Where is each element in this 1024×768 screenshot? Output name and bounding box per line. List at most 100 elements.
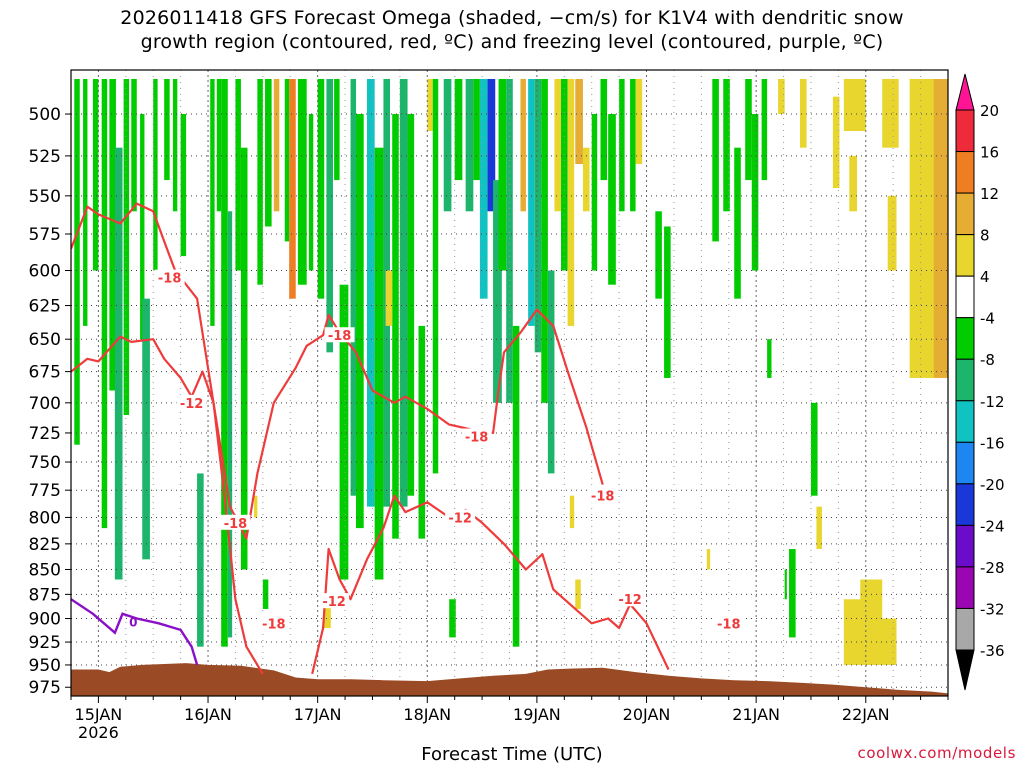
omega-cell — [131, 78, 137, 212]
x-tick-label: 20JAN — [623, 705, 671, 724]
contour-label: -12 — [322, 595, 346, 610]
omega-cell — [567, 78, 575, 326]
x-tick-label: 19JAN — [513, 705, 561, 724]
colorbar-label: -4 — [980, 310, 995, 328]
y-tick-label: 575 — [29, 225, 61, 245]
omega-cell — [723, 78, 730, 212]
omega-cell — [180, 114, 187, 257]
omega-cell — [334, 78, 340, 181]
omega-cell — [109, 78, 116, 391]
colorbar-label: 4 — [980, 268, 990, 286]
omega-cell — [473, 78, 480, 181]
colorbar-swatch — [955, 192, 975, 236]
y-tick-label: 925 — [29, 633, 61, 653]
colorbar-label: -20 — [980, 476, 1005, 494]
omega-cell — [356, 114, 364, 529]
colorbar-label: -16 — [980, 434, 1005, 452]
omega-cell — [512, 325, 520, 647]
omega-cell — [432, 78, 439, 474]
colorbar-swatch — [955, 151, 975, 194]
contour-label-bg — [176, 394, 207, 410]
omega-cell — [882, 78, 899, 148]
y-tick-label: 775 — [29, 481, 61, 501]
omega-cell — [561, 78, 568, 271]
colorbar-swatch — [955, 524, 975, 568]
colorbar-swatch — [955, 566, 975, 609]
y-tick-label: 725 — [29, 424, 61, 444]
omega-shading — [74, 78, 948, 665]
colorbar-label: 12 — [980, 185, 999, 203]
contour-label-bg — [445, 509, 476, 525]
y-tick-label: 875 — [29, 585, 61, 605]
y-tick-label: 900 — [29, 610, 61, 630]
omega-cell — [706, 549, 711, 570]
omega-cell — [933, 78, 948, 378]
contour-line-2 — [311, 494, 670, 675]
omega-cell — [608, 114, 616, 285]
colorbar-label: -8 — [980, 351, 995, 369]
contour-label: -18 — [717, 617, 741, 632]
colorbar-label: 8 — [980, 227, 990, 245]
omega-cell — [591, 114, 598, 271]
contour-label-bg — [587, 487, 618, 503]
omega-cell — [789, 549, 796, 638]
omega-cell — [506, 78, 513, 403]
omega-cell — [800, 78, 807, 148]
omega-cell — [92, 78, 99, 271]
x-tick-label: 21JAN — [732, 705, 780, 724]
freezing-level-line — [71, 598, 199, 666]
omega-cell — [427, 78, 433, 132]
grid-lines — [71, 70, 948, 696]
omega-cell — [114, 147, 123, 580]
y-tick-label: 950 — [29, 656, 61, 676]
colorbar-swatch — [955, 607, 975, 651]
omega-cell — [832, 96, 840, 188]
contour-label-bg — [324, 327, 355, 343]
omega-cell — [575, 78, 583, 165]
colorbar-label: 16 — [980, 144, 999, 162]
omega-cell — [418, 325, 426, 539]
chart-title-line-2: growth region (contoured, red, ºC) and f… — [140, 31, 884, 53]
omega-cell — [520, 78, 526, 212]
omega-cell — [164, 78, 170, 181]
omega-cell — [582, 147, 590, 212]
colorbar-bottom-arrow — [955, 649, 975, 691]
omega-cell — [339, 284, 349, 580]
y-tick-label: 700 — [29, 394, 61, 414]
omega-cell — [101, 78, 108, 529]
omega-cell — [761, 78, 768, 181]
omega-cell — [123, 78, 130, 416]
contour-label-bg — [713, 615, 744, 631]
y-tick-label: 500 — [29, 105, 61, 125]
omega-cell — [210, 78, 215, 326]
colorbar-swatch — [955, 109, 975, 153]
omega-cell — [810, 402, 818, 496]
omega-cell — [392, 114, 399, 539]
omega-cell — [262, 579, 269, 609]
y-tick-label: 975 — [29, 678, 61, 698]
omega-cell — [366, 78, 375, 507]
credit-text: coolwx.com/models — [857, 744, 1016, 762]
omega-cell — [871, 618, 897, 665]
omega-cell — [575, 579, 581, 609]
colorbar-label: -36 — [980, 642, 1005, 660]
omega-cell — [74, 78, 80, 445]
colorbar-swatch — [955, 400, 975, 443]
omega-cell — [227, 211, 233, 638]
omega-cell — [619, 78, 625, 212]
colorbar-top-arrow — [955, 73, 975, 111]
x-tick-label: 22JAN — [842, 705, 890, 724]
contour-label: -18 — [262, 617, 286, 632]
omega-cell — [289, 78, 296, 299]
omega-cell — [664, 226, 671, 378]
omega-cell — [487, 78, 496, 212]
omega-cell — [712, 78, 719, 242]
contour-label: -18 — [224, 517, 248, 532]
chart-title-line-1: 2026011418 GFS Forecast Omega (shaded, −… — [120, 7, 904, 29]
omega-cell — [745, 78, 752, 181]
omega-cell — [751, 114, 759, 271]
omega-cell — [767, 339, 772, 378]
omega-cell — [265, 78, 272, 227]
omega-cell — [493, 180, 502, 403]
